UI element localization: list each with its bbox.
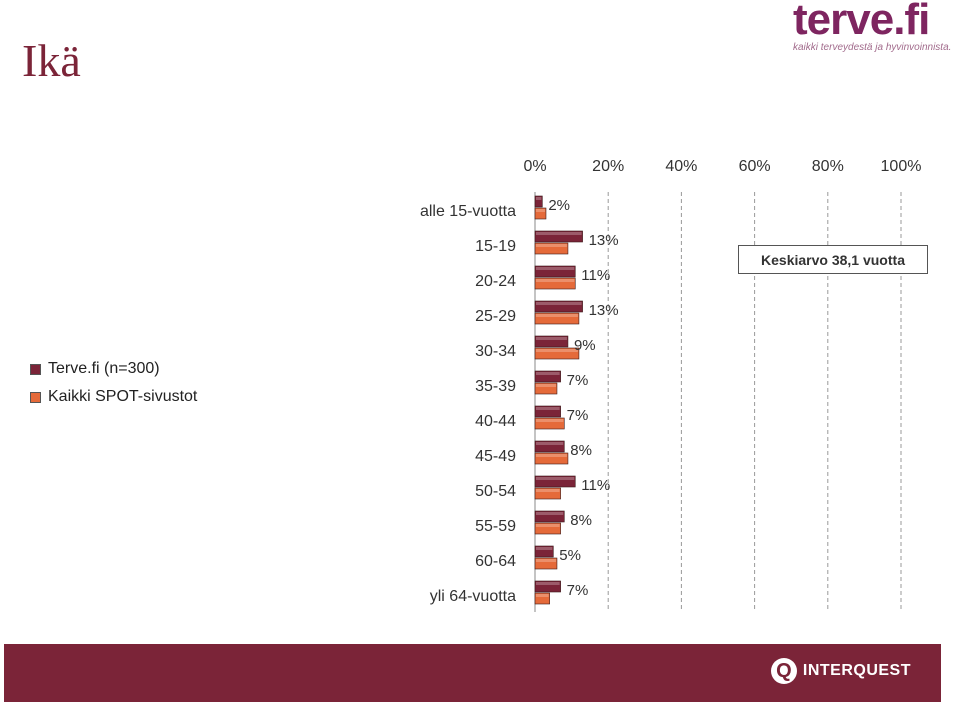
- bars: [534, 195, 583, 605]
- legend-swatch-spot: [30, 391, 41, 403]
- x-tick-label: 20%: [592, 158, 624, 175]
- category-label: yli 64-vuotta: [430, 588, 516, 605]
- bar-highlight: [536, 419, 564, 422]
- category-label: 60-64: [475, 553, 516, 570]
- bar-spot: [534, 452, 569, 465]
- data-label: 11%: [581, 267, 610, 284]
- bar-highlight: [536, 442, 564, 445]
- bar-spot: [534, 382, 558, 395]
- legend: Terve.fi (n=300) Kaikki SPOT-sivustot: [30, 358, 197, 414]
- terve-fi-logo: terve.fi kaikki terveydestä ja hyvinvoin…: [793, 0, 958, 58]
- bar-highlight: [536, 512, 564, 515]
- bar-highlight: [536, 372, 560, 375]
- bar-highlight: [536, 524, 560, 527]
- bar-terve: [534, 545, 554, 558]
- legend-label-terve: Terve.fi (n=300): [48, 360, 160, 377]
- bar-highlight: [536, 477, 575, 480]
- bar-spot: [534, 277, 576, 290]
- bar-terve: [534, 370, 561, 383]
- category-label: 25-29: [475, 308, 516, 325]
- x-tick-label: 60%: [739, 158, 771, 175]
- bar-spot: [534, 312, 580, 325]
- category-label: 15-19: [475, 238, 516, 255]
- bar-spot: [534, 417, 565, 430]
- x-tick-label: 100%: [881, 158, 922, 175]
- x-axis-ticks: 0% 20% 40% 60% 80% 100%: [523, 158, 921, 175]
- legend-item-spot: Kaikki SPOT-sivustot: [30, 386, 197, 408]
- data-label: 7%: [567, 407, 589, 424]
- bar-highlight: [536, 489, 560, 492]
- data-label: 13%: [589, 302, 619, 319]
- data-labels: 2% 13% 11% 13% 9% 7% 7% 8% 11% 8% 5% 7%: [548, 197, 618, 599]
- bar-terve: [534, 510, 565, 523]
- category-label: 50-54: [475, 483, 516, 500]
- age-bar-chart: 0% 20% 40% 60% 80% 100% alle 15-vuotta 15-19 20…: [420, 158, 921, 612]
- bar-terve: [534, 405, 561, 418]
- slide-title: Ikä: [22, 35, 81, 86]
- legend-label-spot: Kaikki SPOT-sivustot: [48, 388, 198, 405]
- bar-highlight: [536, 232, 582, 235]
- bar-terve: [534, 300, 583, 313]
- legend-item-terve: Terve.fi (n=300): [30, 358, 197, 380]
- data-label: 5%: [559, 547, 581, 564]
- category-label: 55-59: [475, 518, 516, 535]
- data-label: 8%: [570, 512, 592, 529]
- bar-highlight: [536, 384, 556, 387]
- data-label: 9%: [574, 337, 596, 354]
- bar-highlight: [536, 197, 542, 200]
- x-tick-label: 0%: [523, 158, 546, 175]
- bar-highlight: [536, 582, 560, 585]
- category-label: 40-44: [475, 413, 516, 430]
- average-annotation: Keskiarvo 38,1 vuotta: [738, 245, 928, 274]
- footer-brand: INTERQUEST: [802, 662, 911, 679]
- bar-highlight: [536, 559, 556, 562]
- bar-highlight: [536, 349, 578, 352]
- category-label: 30-34: [475, 343, 516, 360]
- bar-highlight: [536, 209, 545, 212]
- logo-tagline: kaikki terveydestä ja hyvinvoinnista.: [793, 42, 952, 53]
- interquest-logo: Q INTERQUEST: [770, 658, 911, 684]
- bar-highlight: [536, 244, 567, 247]
- x-tick-label: 80%: [812, 158, 844, 175]
- bar-spot: [534, 487, 561, 500]
- bar-highlight: [536, 594, 549, 597]
- x-tick-label: 40%: [665, 158, 697, 175]
- data-label: 13%: [589, 232, 619, 249]
- data-label: 7%: [567, 372, 589, 389]
- bar-terve: [534, 265, 576, 278]
- bar-terve: [534, 230, 583, 243]
- bar-terve: [534, 195, 543, 208]
- legend-swatch-terve: [30, 363, 41, 375]
- data-label: 8%: [570, 442, 592, 459]
- bar-terve: [534, 440, 565, 453]
- category-label: 45-49: [475, 448, 516, 465]
- bar-spot: [534, 522, 561, 535]
- data-label: 7%: [567, 582, 589, 599]
- footer-band: Q INTERQUEST: [4, 644, 941, 702]
- bar-terve: [534, 580, 561, 593]
- bar-spot: [534, 207, 547, 220]
- bar-highlight: [536, 267, 575, 270]
- interquest-q-icon: Q: [770, 658, 797, 684]
- category-label: alle 15-vuotta: [420, 203, 516, 220]
- data-label: 2%: [548, 197, 570, 214]
- bar-spot: [534, 557, 558, 570]
- bar-highlight: [536, 314, 578, 317]
- category-labels: alle 15-vuotta 15-19 20-24 25-29 30-34 35-39 4…: [420, 203, 516, 605]
- category-label: 35-39: [475, 378, 516, 395]
- bar-highlight: [536, 454, 567, 457]
- bar-highlight: [536, 279, 575, 282]
- bar-highlight: [536, 547, 553, 550]
- bar-highlight: [536, 337, 567, 340]
- bar-terve: [534, 475, 576, 488]
- bar-spot: [534, 347, 580, 360]
- bar-spot: [534, 592, 550, 605]
- bar-terve: [534, 335, 569, 348]
- category-label: 20-24: [475, 273, 516, 290]
- logo-text: terve.fi: [793, 0, 930, 44]
- bar-highlight: [536, 302, 582, 305]
- data-label: 11%: [581, 477, 610, 494]
- bar-spot: [534, 242, 569, 255]
- bar-highlight: [536, 407, 560, 410]
